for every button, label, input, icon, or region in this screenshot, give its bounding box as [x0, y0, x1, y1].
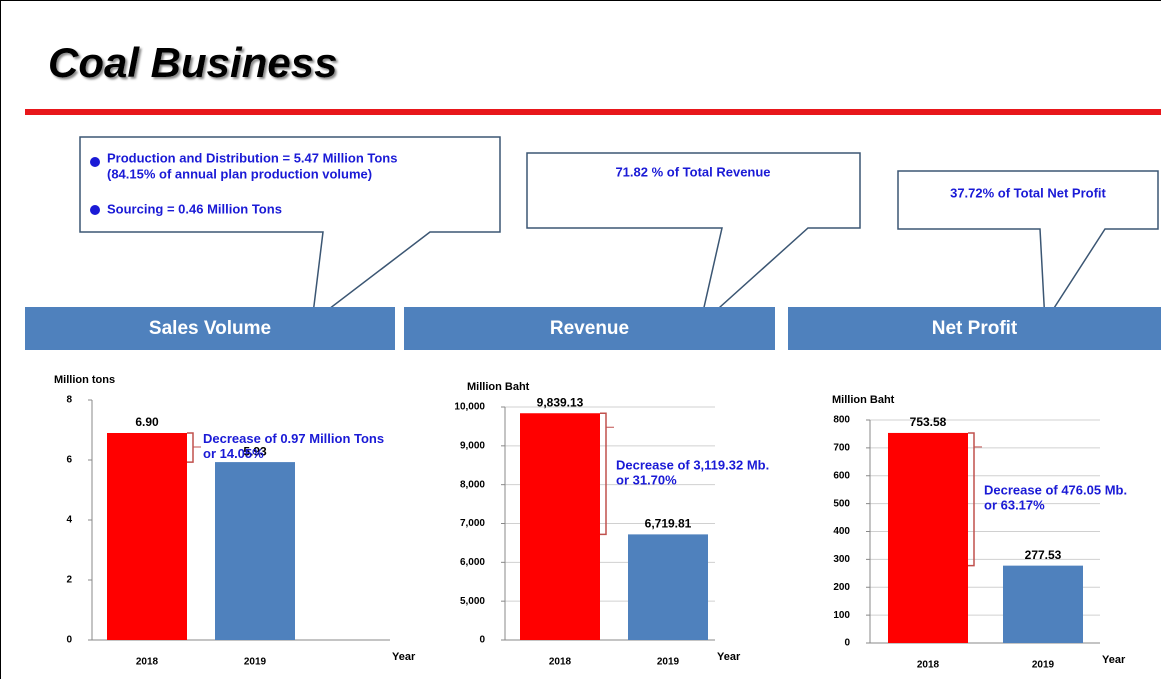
section-banner [25, 307, 395, 350]
y-tick-label: 6,000 [460, 557, 485, 568]
y-tick-label: 4 [66, 515, 72, 526]
y-axis-label: Million Baht [832, 394, 895, 406]
value-label: 753.58 [910, 415, 947, 429]
y-tick-label: 9,000 [460, 440, 485, 451]
callout-box [897, 170, 1159, 325]
bar [1003, 565, 1083, 643]
y-tick-label: 100 [833, 610, 850, 621]
annotation: Decrease of 476.05 Mb. [984, 483, 1127, 498]
section-title: Net Profit [932, 318, 1018, 339]
annotation: Decrease of 3,119.32 Mb. [616, 457, 769, 472]
y-tick-label: 0 [844, 638, 850, 649]
bar [215, 462, 295, 640]
callouts [79, 136, 1159, 328]
x-axis-label: Year [717, 651, 741, 663]
x-tick-label: 2018 [917, 660, 940, 671]
annotation: or 14.05% [203, 446, 264, 461]
y-tick-label: 8,000 [460, 479, 485, 490]
value-label: 9,839.13 [537, 395, 584, 409]
callout-text: Production and Distribution = 5.47 Milli… [107, 150, 397, 165]
y-tick-label: 300 [833, 554, 850, 565]
annotation: or 31.70% [616, 472, 677, 487]
y-axis-label: Million Baht [467, 381, 530, 393]
x-axis-label: Year [392, 651, 416, 663]
value-label: 277.53 [1025, 548, 1062, 562]
section-banner [404, 307, 775, 350]
bullet [90, 205, 100, 215]
y-tick-label: 700 [833, 443, 850, 454]
bar [628, 534, 708, 640]
x-tick-label: 2018 [549, 657, 572, 668]
x-tick-label: 2018 [136, 657, 159, 668]
section-banner [788, 307, 1161, 350]
callout-text: 37.72% of Total Net Profit [950, 185, 1106, 200]
bar [888, 432, 968, 643]
y-tick-label: 0 [479, 635, 485, 646]
value-label: 6.90 [135, 415, 159, 429]
slide-title: Coal Business [48, 39, 337, 86]
callout-box [79, 136, 501, 324]
x-tick-label: 2019 [244, 657, 267, 668]
y-tick-label: 7,000 [460, 518, 485, 529]
decrease-bracket [968, 432, 975, 567]
bar [520, 413, 600, 640]
y-tick-label: 8 [66, 395, 72, 406]
x-tick-label: 2019 [1032, 660, 1055, 671]
y-tick-label: 600 [833, 470, 850, 481]
annotation: Decrease of 0.97 Million Tons [203, 431, 384, 446]
decrease-bracket [187, 432, 194, 463]
y-tick-label: 6 [66, 455, 72, 466]
value-label: 6,719.81 [645, 517, 692, 531]
title-rule [25, 109, 1161, 115]
callout-text: (84.15% of annual plan production volume… [107, 166, 372, 181]
value-label: 5.93 [243, 444, 267, 458]
y-tick-label: 800 [833, 415, 850, 426]
callout-text: Sourcing = 0.46 Million Tons [107, 201, 282, 216]
section-title: Sales Volume [149, 318, 271, 339]
y-axis-label: Million tons [54, 374, 115, 386]
y-tick-label: 5,000 [460, 596, 485, 607]
annotation: or 63.17% [984, 498, 1045, 513]
section-title: Revenue [550, 318, 629, 339]
y-tick-label: 400 [833, 526, 850, 537]
y-tick-label: 200 [833, 582, 850, 593]
decrease-bracket [600, 412, 607, 536]
bar [107, 433, 187, 640]
callout-box [526, 152, 861, 328]
y-tick-label: 500 [833, 498, 850, 509]
y-tick-label: 0 [66, 635, 72, 646]
bullet [90, 157, 100, 167]
callout-text: 71.82 % of Total Revenue [615, 164, 770, 179]
x-axis-label: Year [1102, 654, 1126, 666]
y-tick-label: 2 [66, 575, 72, 586]
x-tick-label: 2019 [657, 657, 680, 668]
y-tick-label: 10,000 [454, 402, 485, 413]
